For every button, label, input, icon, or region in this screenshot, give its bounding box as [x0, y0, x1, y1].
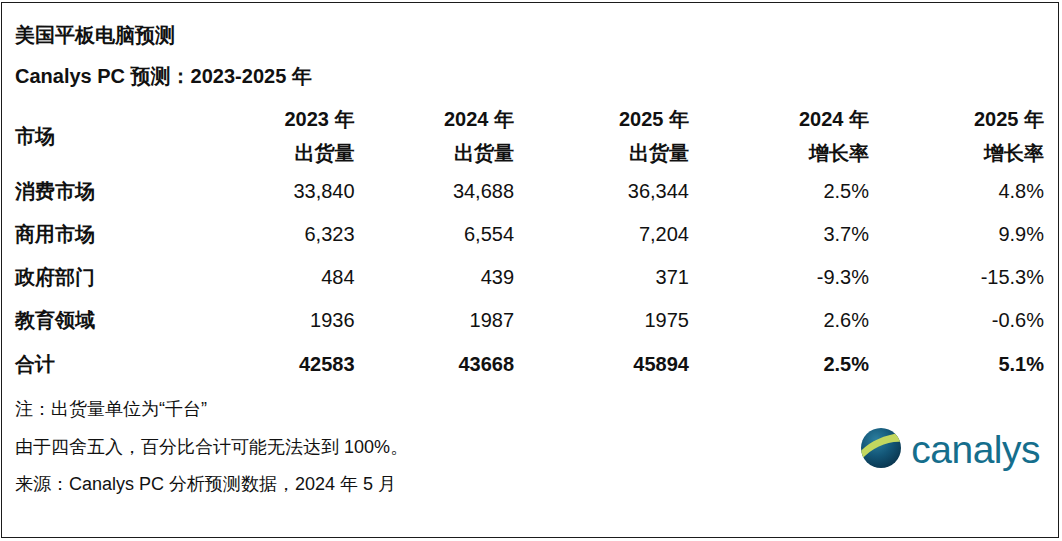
forecast-table: 市场 2023 年 出货量 2024 年 出货量 2025 年 出货量 2024… [15, 102, 1044, 387]
value-cell: 2.5% [689, 342, 869, 387]
value-cell: 36,344 [514, 170, 689, 213]
value-cell: 7,204 [514, 213, 689, 256]
value-cell: 43668 [355, 342, 514, 387]
value-cell: 6,323 [205, 213, 354, 256]
column-header-2025-growth: 2025 年 增长率 [869, 102, 1044, 170]
market-label: 教育领域 [15, 299, 205, 342]
value-cell: 1975 [514, 299, 689, 342]
value-cell: 9.9% [869, 213, 1044, 256]
table-row-total: 合计 42583 43668 45894 2.5% 5.1% [15, 342, 1044, 387]
value-cell: 371 [514, 256, 689, 299]
table-row: 商用市场 6,323 6,554 7,204 3.7% 9.9% [15, 213, 1044, 256]
market-label: 政府部门 [15, 256, 205, 299]
table-row: 教育领域 1936 1987 1975 2.6% -0.6% [15, 299, 1044, 342]
value-cell: 45894 [514, 342, 689, 387]
footnotes: 注：出货量单位为“千台” 由于四舍五入，百分比合计可能无法达到 100%。 来源… [15, 391, 860, 504]
market-label: 合计 [15, 342, 205, 387]
value-cell: 4.8% [869, 170, 1044, 213]
column-header-label: 市场 [15, 119, 205, 153]
note-source: 来源：Canalys PC 分析预测数据，2024 年 5 月 [15, 466, 860, 504]
canalys-wordmark: canalys [911, 430, 1040, 470]
value-cell: 42583 [205, 342, 354, 387]
value-cell: 484 [205, 256, 354, 299]
column-header-2024-growth: 2024 年 增长率 [689, 102, 869, 170]
column-header-2025-shipments: 2025 年 出货量 [514, 102, 689, 170]
value-cell: 6,554 [355, 213, 514, 256]
column-header-market: 市场 [15, 102, 205, 170]
column-header-2024-shipments: 2024 年 出货量 [355, 102, 514, 170]
market-label: 消费市场 [15, 170, 205, 213]
note-rounding: 由于四舍五入，百分比合计可能无法达到 100%。 [15, 429, 860, 467]
value-cell: 33,840 [205, 170, 354, 213]
value-cell: 5.1% [869, 342, 1044, 387]
value-cell: 3.7% [689, 213, 869, 256]
value-cell: 34,688 [355, 170, 514, 213]
value-cell: -9.3% [689, 256, 869, 299]
value-cell: 2.5% [689, 170, 869, 213]
report-card: 美国平板电脑预测 Canalys PC 预测：2023-2025 年 市场 20… [1, 2, 1059, 538]
canalys-logo: canalys [860, 427, 1044, 473]
table-header-row: 市场 2023 年 出货量 2024 年 出货量 2025 年 出货量 2024… [15, 102, 1044, 170]
footer: 注：出货量单位为“千台” 由于四舍五入，百分比合计可能无法达到 100%。 来源… [15, 391, 1044, 504]
value-cell: 439 [355, 256, 514, 299]
page-subtitle: Canalys PC 预测：2023-2025 年 [15, 64, 1044, 88]
table-row: 消费市场 33,840 34,688 36,344 2.5% 4.8% [15, 170, 1044, 213]
page-title: 美国平板电脑预测 [15, 23, 1044, 47]
value-cell: -0.6% [869, 299, 1044, 342]
market-label: 商用市场 [15, 213, 205, 256]
value-cell: 2.6% [689, 299, 869, 342]
value-cell: -15.3% [869, 256, 1044, 299]
value-cell: 1936 [205, 299, 354, 342]
column-header-2023-shipments: 2023 年 出货量 [205, 102, 354, 170]
globe-swoosh-icon [860, 427, 902, 473]
table-row: 政府部门 484 439 371 -9.3% -15.3% [15, 256, 1044, 299]
value-cell: 1987 [355, 299, 514, 342]
note-unit: 注：出货量单位为“千台” [15, 391, 860, 429]
